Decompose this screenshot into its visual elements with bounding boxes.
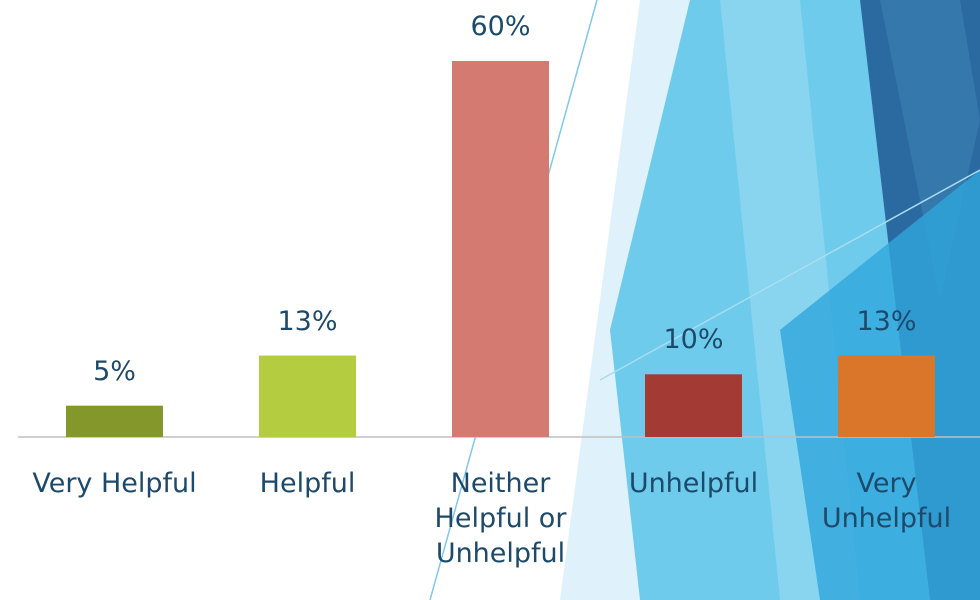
bar xyxy=(452,61,549,437)
bar xyxy=(259,355,356,437)
x-tick-label: Neither Helpful or Unhelpful xyxy=(434,468,567,569)
x-tick-label: Unhelpful xyxy=(628,468,759,499)
value-label: 10% xyxy=(663,324,724,356)
x-tick-label: Helpful xyxy=(259,468,356,499)
x-tick-label: Very Helpful xyxy=(32,468,197,499)
value-label: 13% xyxy=(856,305,917,337)
bar xyxy=(838,355,935,437)
value-label: 5% xyxy=(93,355,136,387)
background-decoration xyxy=(429,0,980,600)
x-tick-label: Very Unhelpful xyxy=(821,468,952,534)
bar xyxy=(645,374,742,437)
bar xyxy=(66,405,163,437)
value-label: 13% xyxy=(277,305,338,337)
value-label: 60% xyxy=(470,11,531,42)
